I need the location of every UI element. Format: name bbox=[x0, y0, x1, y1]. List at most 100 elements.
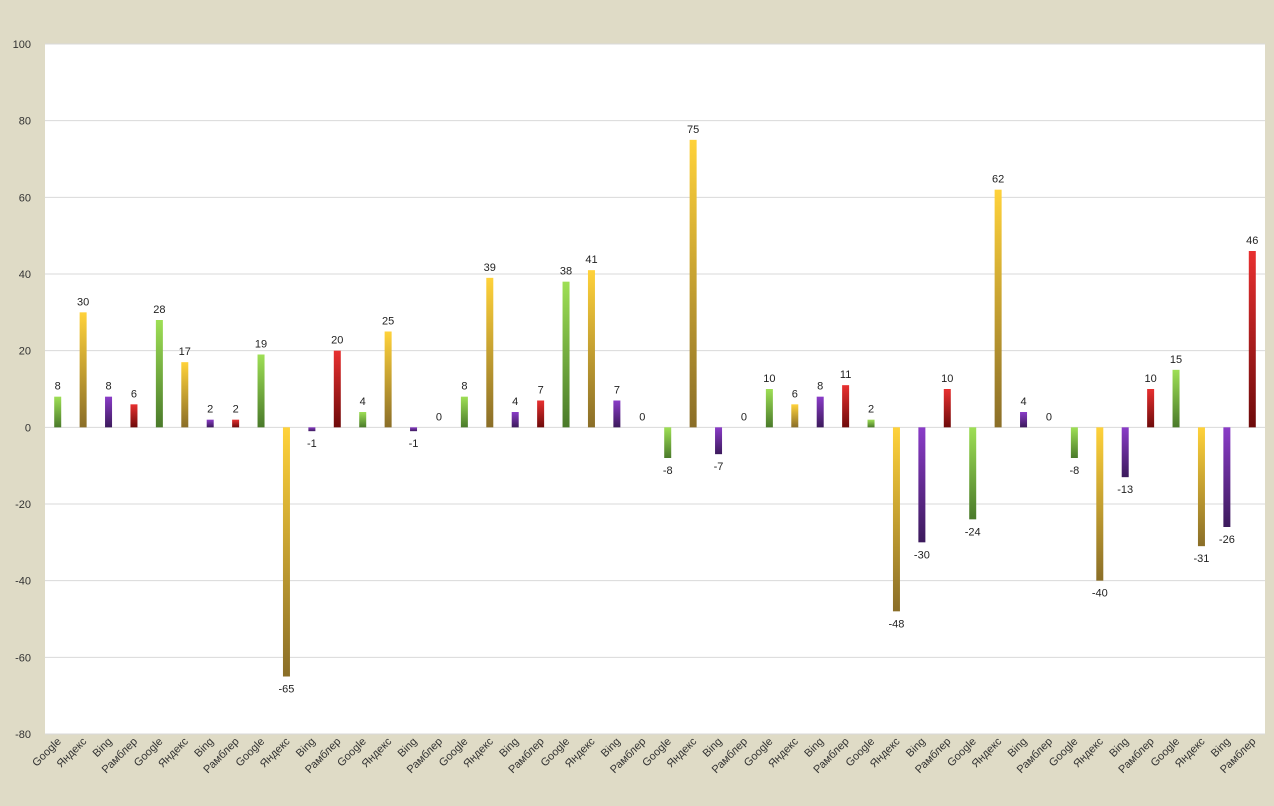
data-label: 46 bbox=[1246, 235, 1258, 247]
y-tick-label: -20 bbox=[15, 499, 31, 511]
data-label: 7 bbox=[614, 385, 620, 397]
data-label: 10 bbox=[941, 373, 953, 385]
data-label: 8 bbox=[461, 381, 467, 393]
data-label: 0 bbox=[1046, 411, 1052, 423]
bar bbox=[613, 400, 621, 428]
bar bbox=[842, 385, 850, 428]
y-tick-label: -60 bbox=[15, 652, 31, 664]
bars bbox=[54, 139, 1256, 677]
data-label: -8 bbox=[663, 465, 673, 477]
bar bbox=[562, 281, 570, 428]
bar bbox=[943, 389, 951, 428]
bar bbox=[1197, 427, 1205, 547]
bar bbox=[969, 427, 977, 520]
bar bbox=[130, 404, 138, 428]
data-label: 11 bbox=[840, 369, 851, 381]
bar bbox=[816, 396, 824, 428]
data-label: -8 bbox=[1069, 465, 1079, 477]
data-label: 4 bbox=[512, 396, 518, 408]
y-tick-label: 20 bbox=[19, 346, 31, 358]
bar bbox=[867, 419, 875, 428]
data-label: -26 bbox=[1219, 534, 1235, 546]
data-label: 0 bbox=[741, 411, 747, 423]
bar bbox=[918, 427, 926, 543]
data-label: 7 bbox=[538, 385, 544, 397]
data-label: 28 bbox=[153, 304, 165, 316]
bar bbox=[460, 396, 468, 428]
bar bbox=[257, 354, 265, 428]
data-label: 39 bbox=[484, 262, 496, 274]
bar bbox=[105, 396, 113, 428]
bar bbox=[1172, 369, 1180, 428]
data-label: 6 bbox=[792, 388, 798, 400]
bar bbox=[54, 396, 62, 428]
data-label: 75 bbox=[687, 124, 699, 136]
data-label: -48 bbox=[889, 618, 905, 630]
bar bbox=[232, 419, 240, 428]
data-label: 41 bbox=[585, 254, 597, 266]
bar bbox=[1147, 389, 1155, 428]
data-label: 8 bbox=[105, 381, 111, 393]
bar bbox=[511, 412, 519, 428]
bar bbox=[486, 277, 494, 428]
bar bbox=[359, 412, 367, 428]
bar bbox=[79, 312, 87, 428]
y-tick-label: -40 bbox=[15, 576, 31, 588]
data-label: 30 bbox=[77, 296, 89, 308]
data-label: 2 bbox=[207, 404, 213, 416]
data-label: -1 bbox=[409, 438, 419, 450]
bar bbox=[1223, 427, 1231, 527]
data-label: 2 bbox=[868, 404, 874, 416]
bar bbox=[308, 427, 316, 432]
data-label: 62 bbox=[992, 174, 1004, 186]
data-label: 25 bbox=[382, 316, 394, 328]
bar bbox=[333, 350, 341, 428]
data-label: -24 bbox=[965, 526, 981, 538]
data-label: -30 bbox=[914, 549, 930, 561]
bar bbox=[282, 427, 290, 677]
bar bbox=[1121, 427, 1129, 478]
plot-area bbox=[45, 44, 1265, 734]
data-label: -13 bbox=[1117, 484, 1133, 496]
y-axis-ticks: -80 -60 -40 -20 0 20 40 60 80 100 bbox=[13, 39, 31, 741]
data-label: 4 bbox=[360, 396, 366, 408]
data-label: -7 bbox=[714, 461, 724, 473]
data-label: 4 bbox=[1020, 396, 1026, 408]
bar bbox=[715, 427, 723, 455]
bar bbox=[587, 270, 595, 428]
data-label: 10 bbox=[1145, 373, 1157, 385]
data-label: -40 bbox=[1092, 588, 1108, 600]
bar bbox=[155, 320, 163, 428]
bar bbox=[384, 331, 392, 428]
bar bbox=[791, 404, 799, 428]
y-tick-label: 100 bbox=[13, 39, 31, 51]
data-label: 8 bbox=[817, 381, 823, 393]
bar bbox=[1096, 427, 1104, 581]
data-label: 10 bbox=[763, 373, 775, 385]
y-tick-label: 0 bbox=[25, 422, 31, 434]
data-label: -1 bbox=[307, 438, 317, 450]
bar bbox=[892, 427, 900, 612]
y-tick-label: 40 bbox=[19, 269, 31, 281]
bar bbox=[689, 139, 697, 428]
data-label: 0 bbox=[639, 411, 645, 423]
data-label: 20 bbox=[331, 335, 343, 347]
bar bbox=[664, 427, 672, 458]
bar bbox=[1020, 412, 1028, 428]
data-label: 6 bbox=[131, 388, 137, 400]
data-label: -31 bbox=[1194, 553, 1210, 565]
y-tick-label: 60 bbox=[19, 192, 31, 204]
data-label: 8 bbox=[55, 381, 61, 393]
bar bbox=[537, 400, 545, 428]
bar bbox=[1070, 427, 1078, 458]
bar bbox=[410, 427, 418, 432]
gridlines bbox=[45, 43, 1265, 735]
data-label: -65 bbox=[279, 684, 295, 696]
bar bbox=[765, 389, 773, 428]
data-label: 0 bbox=[436, 411, 442, 423]
y-tick-label: -80 bbox=[15, 729, 31, 741]
data-label: 38 bbox=[560, 266, 572, 278]
